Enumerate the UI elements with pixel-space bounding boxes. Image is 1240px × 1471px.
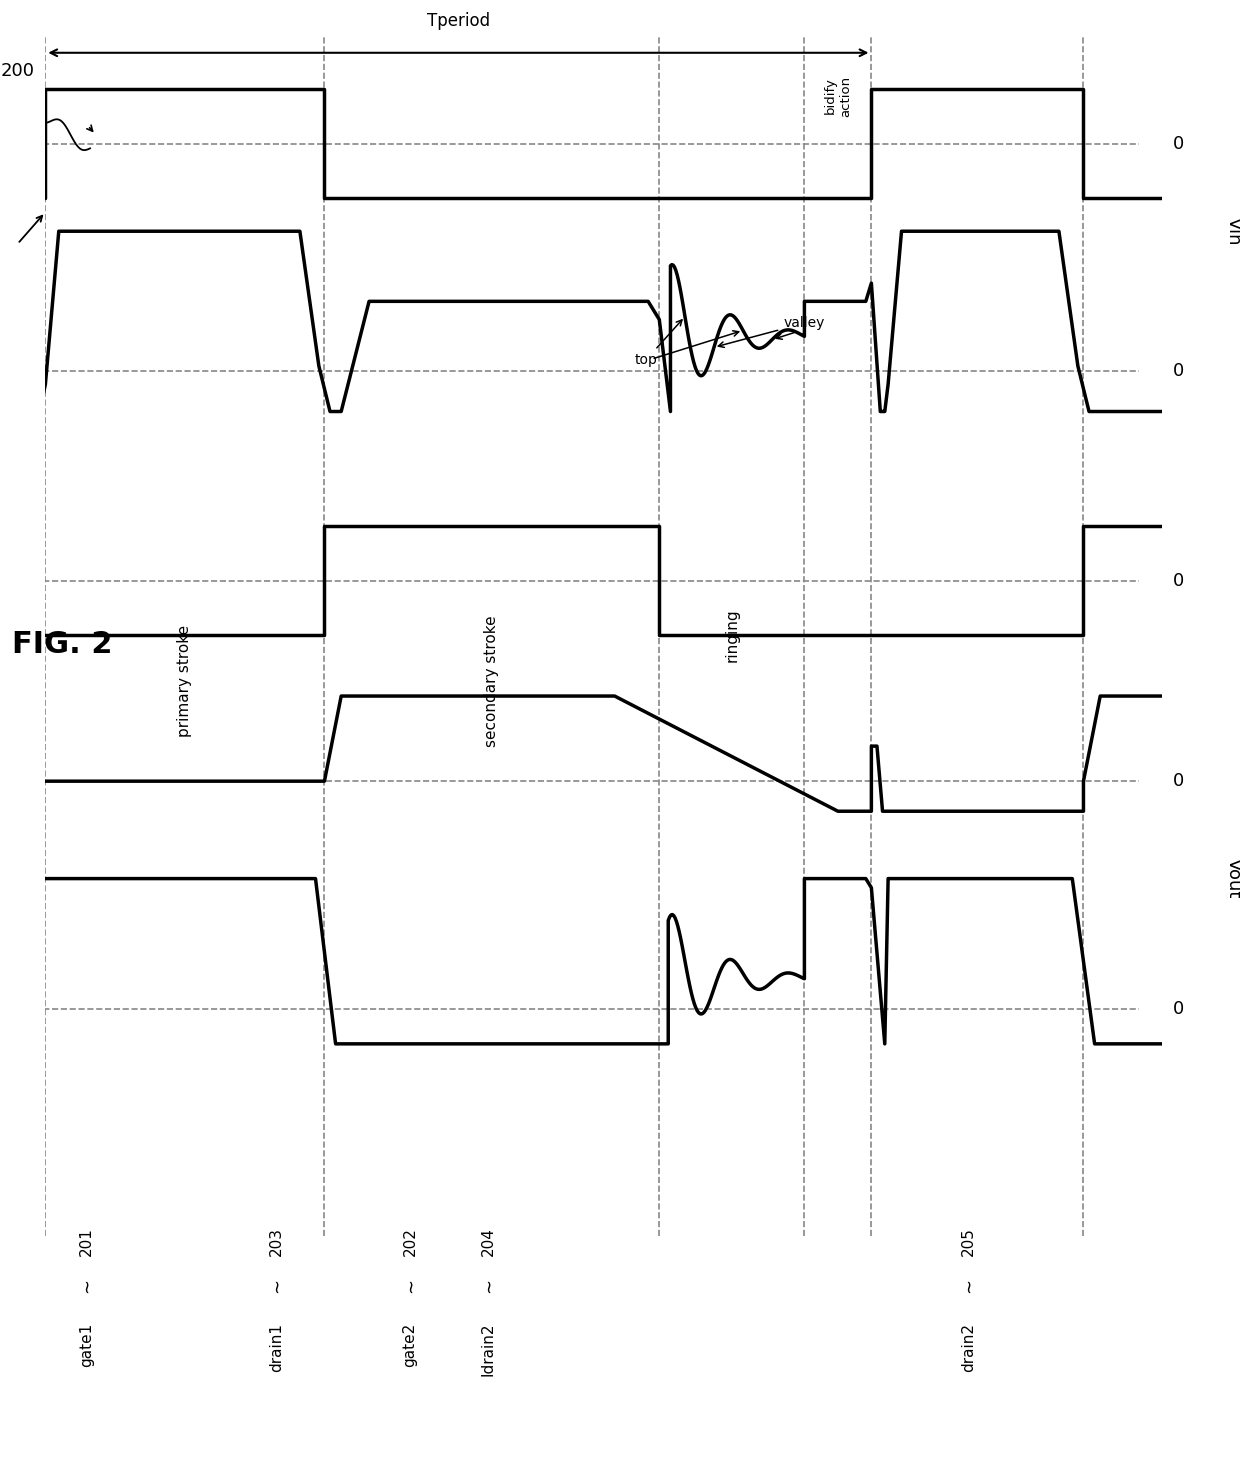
Text: drain2: drain2 xyxy=(961,1322,976,1372)
Text: 205: 205 xyxy=(961,1227,976,1256)
Text: ∼: ∼ xyxy=(79,1277,97,1293)
Text: 0: 0 xyxy=(1173,772,1184,790)
Text: 200: 200 xyxy=(1,62,35,79)
Text: bidify
action: bidify action xyxy=(823,75,852,116)
Text: 204: 204 xyxy=(481,1227,496,1256)
Text: 0: 0 xyxy=(1173,572,1184,590)
Text: Tperiod: Tperiod xyxy=(427,12,490,29)
Text: ∼: ∼ xyxy=(269,1277,286,1293)
Text: 201: 201 xyxy=(79,1227,94,1256)
Text: 0: 0 xyxy=(1173,135,1184,153)
Text: 202: 202 xyxy=(403,1227,418,1256)
Text: 0: 0 xyxy=(1173,362,1184,381)
Text: 203: 203 xyxy=(269,1227,284,1256)
Text: gate2: gate2 xyxy=(403,1322,418,1367)
Text: ∼: ∼ xyxy=(481,1277,498,1293)
Text: gate1: gate1 xyxy=(79,1322,94,1367)
Text: FIG. 2: FIG. 2 xyxy=(12,630,113,659)
Text: top: top xyxy=(635,319,682,366)
Text: 0: 0 xyxy=(1173,1000,1184,1018)
Text: valley: valley xyxy=(718,316,825,347)
Text: ringing: ringing xyxy=(724,609,739,662)
Text: Vout: Vout xyxy=(1225,859,1240,899)
Text: ∼: ∼ xyxy=(403,1277,420,1293)
Text: Vin: Vin xyxy=(1225,218,1240,246)
Text: Idrain2: Idrain2 xyxy=(481,1322,496,1377)
Text: primary stroke: primary stroke xyxy=(177,625,192,737)
Text: secondary stroke: secondary stroke xyxy=(485,615,500,747)
Text: drain1: drain1 xyxy=(269,1322,284,1372)
Text: ∼: ∼ xyxy=(961,1277,978,1293)
